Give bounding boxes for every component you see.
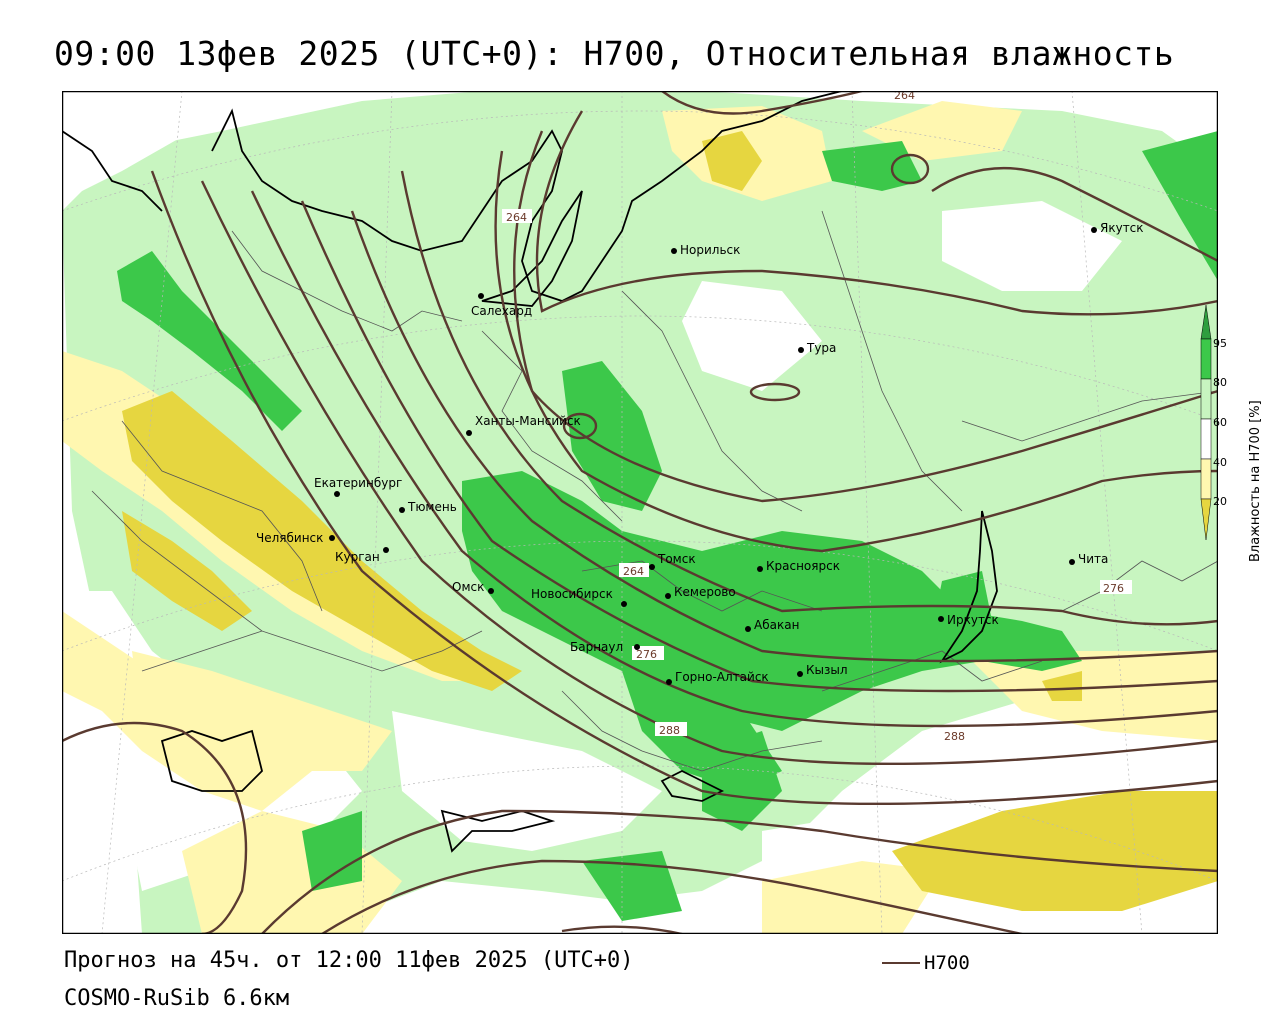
- city-yakutsk: Якутск: [1091, 221, 1144, 235]
- svg-text:Новосибирск: Новосибирск: [531, 587, 613, 601]
- city-ekaterinburg: Екатеринбург: [314, 476, 402, 497]
- humidity-legend: 95 80 60 40 20 Влажность на H700 [%]: [1196, 304, 1276, 565]
- legend-tick: 80: [1213, 376, 1227, 389]
- svg-text:Челябинск: Челябинск: [256, 531, 323, 545]
- isoline-labels: 264 264 264 276 276 288 288: [502, 91, 1132, 743]
- svg-text:Норильск: Норильск: [680, 243, 740, 257]
- svg-text:Иркутск: Иркутск: [947, 613, 999, 627]
- isoline-label: 264: [894, 91, 915, 102]
- legend-tick: 40: [1213, 456, 1227, 469]
- city-barnaul: Барнаул: [570, 640, 640, 654]
- legend-title: Влажность на H700 [%]: [1248, 400, 1263, 562]
- legend-tick: 20: [1213, 495, 1227, 508]
- region-borders: [91, 210, 1218, 772]
- svg-text:Тура: Тура: [806, 341, 836, 355]
- svg-text:Тюмень: Тюмень: [407, 500, 457, 514]
- isoline-key-label: H700: [924, 952, 970, 974]
- svg-text:Барнаул: Барнаул: [570, 640, 623, 654]
- svg-text:Кызыл: Кызыл: [806, 663, 848, 677]
- city-khanty-mansiysk: Ханты-Мансийск: [466, 414, 581, 436]
- legend-tick: 95: [1213, 337, 1227, 350]
- city-kyzyl: Кызыл: [797, 663, 848, 677]
- city-tomsk: Томск: [649, 552, 696, 570]
- city-salekhard: Салехард: [471, 293, 532, 318]
- isoline-label: 264: [623, 565, 644, 578]
- isoline-key: H700: [882, 950, 970, 976]
- forecast-info: Прогноз на 45ч. от 12:00 11фев 2025 (UTC…: [64, 948, 634, 973]
- city-norilsk: Норильск: [671, 243, 740, 257]
- map-title: 09:00 13фев 2025 (UTC+0): H700, Относите…: [54, 34, 1175, 73]
- humidity-field: [62, 91, 1218, 934]
- svg-text:Салехард: Салехард: [471, 304, 532, 318]
- city-kurgan: Курган: [335, 547, 389, 564]
- legend-swatch-below-20: [1200, 498, 1212, 541]
- city-markers: Якутск Норильск Салехард Тура Ханты-Манс…: [256, 221, 1144, 685]
- city-chita: Чита: [1069, 552, 1108, 566]
- city-omsk: Омск: [452, 580, 494, 594]
- legend-swatch-above-95: [1200, 304, 1212, 340]
- city-krasnoyarsk: Красноярск: [757, 559, 840, 573]
- isoline-key-swatch: [882, 962, 920, 964]
- isoline-label: 276: [636, 648, 657, 661]
- city-chelyabinsk: Челябинск: [256, 531, 335, 545]
- city-kemerovo: Кемерово: [665, 585, 736, 599]
- legend-swatch-60-80: [1200, 378, 1212, 420]
- isoline-label: 288: [944, 730, 965, 743]
- svg-text:Омск: Омск: [452, 580, 484, 594]
- humidity-map: 264 264 264 276 276 288 288 Якутск Норил…: [62, 91, 1218, 934]
- svg-text:Чита: Чита: [1078, 552, 1108, 566]
- h700-isolines: [62, 91, 1218, 934]
- svg-text:Якутск: Якутск: [1100, 221, 1144, 235]
- svg-text:Красноярск: Красноярск: [766, 559, 840, 573]
- legend-swatch-40-60: [1200, 418, 1212, 460]
- city-tyumen: Тюмень: [399, 500, 457, 514]
- legend-swatch-20-40: [1200, 458, 1212, 500]
- city-tura: Тура: [798, 341, 836, 355]
- isoline-label: 288: [659, 724, 680, 737]
- city-novosibirsk: Новосибирск: [531, 587, 627, 607]
- legend-swatch-80-95: [1200, 338, 1212, 380]
- svg-text:Горно-Алтайск: Горно-Алтайск: [675, 670, 769, 684]
- city-gorno-altaysk: Горно-Алтайск: [666, 670, 769, 685]
- isoline-label: 264: [506, 211, 527, 224]
- svg-text:Кемерово: Кемерово: [674, 585, 736, 599]
- svg-text:Томск: Томск: [657, 552, 696, 566]
- model-name: COSMO-RuSib 6.6км: [64, 986, 290, 1011]
- svg-text:Курган: Курган: [335, 550, 380, 564]
- svg-text:Абакан: Абакан: [754, 618, 799, 632]
- svg-text:Ханты-Мансийск: Ханты-Мансийск: [475, 414, 581, 428]
- city-abakan: Абакан: [745, 618, 799, 632]
- city-irkutsk: Иркутск: [938, 613, 999, 627]
- isoline-label: 276: [1103, 582, 1124, 595]
- svg-text:Екатеринбург: Екатеринбург: [314, 476, 402, 490]
- legend-tick: 60: [1213, 416, 1227, 429]
